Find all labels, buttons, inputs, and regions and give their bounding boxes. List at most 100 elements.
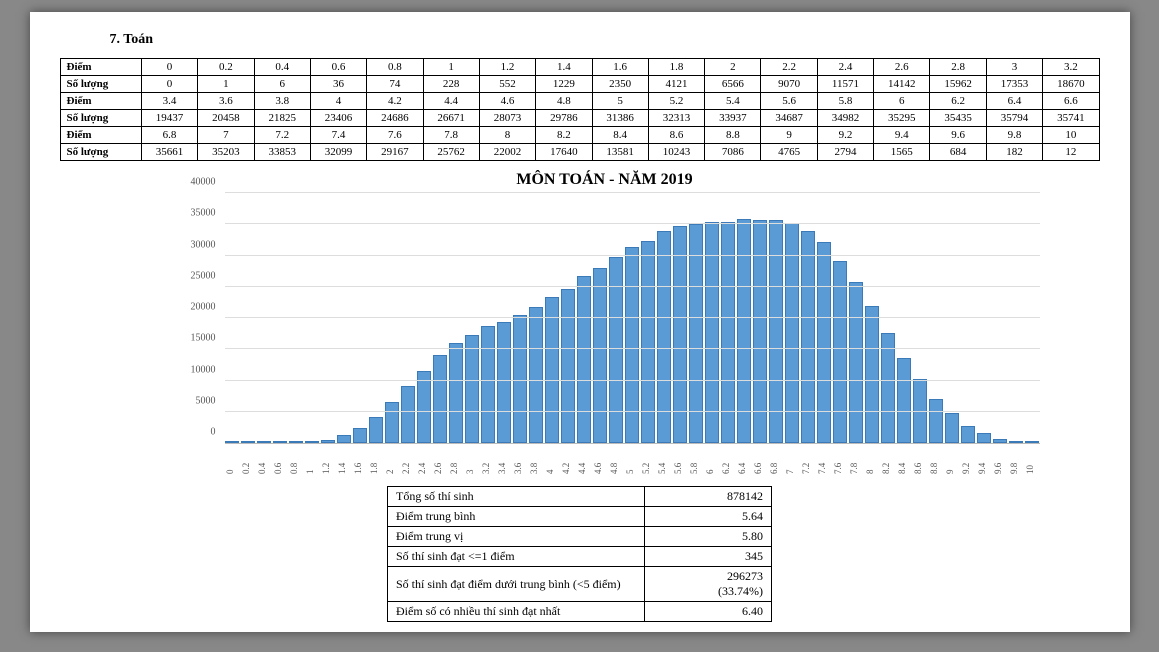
table-row-count: Số lượng35661352033385332099291672576222… (60, 144, 1099, 161)
count-cell: 21825 (254, 110, 310, 127)
chart-area: 0500010000150002000025000300003500040000… (170, 193, 1040, 474)
chart-x-tick-label: 5 (625, 444, 639, 474)
summary-row: Điểm trung bình5.64 (388, 507, 772, 527)
count-cell: 36 (310, 76, 366, 93)
chart-x-tick-label: 1 (305, 444, 319, 474)
table-row-count: Số lượng19437204582182523406246862667128… (60, 110, 1099, 127)
chart-x-tick-label: 7.6 (833, 444, 847, 474)
count-cell: 35203 (198, 144, 254, 161)
count-cell: 552 (479, 76, 535, 93)
score-cell: 4.6 (479, 93, 535, 110)
chart-bar (865, 306, 879, 444)
chart-bar (385, 402, 399, 443)
chart-gridline (225, 380, 1040, 381)
chart-x-tick-label: 10 (1025, 444, 1039, 474)
summary-value: 5.64 (645, 507, 772, 527)
count-cell: 28073 (479, 110, 535, 127)
score-cell: 2.4 (817, 59, 873, 76)
count-cell: 17640 (536, 144, 592, 161)
count-cell: 228 (423, 76, 479, 93)
chart-y-tick-label: 25000 (191, 270, 216, 281)
chart-bar (641, 241, 655, 443)
score-cell: 8.6 (648, 127, 704, 144)
count-cell: 20458 (198, 110, 254, 127)
row-header-count: Số lượng (60, 76, 141, 93)
count-cell: 26671 (423, 110, 479, 127)
chart-x-tick-label: 4.8 (609, 444, 623, 474)
chart-x-tick-label: 4.4 (577, 444, 591, 474)
score-cell: 8.2 (536, 127, 592, 144)
score-cell: 3.6 (198, 93, 254, 110)
count-cell: 32099 (310, 144, 366, 161)
chart-x-tick-label: 7.2 (801, 444, 815, 474)
table-row-count: Số lượng01636742285521229235041216566907… (60, 76, 1099, 93)
score-cell: 0.8 (367, 59, 423, 76)
score-cell: 6.8 (141, 127, 197, 144)
score-cell: 3.4 (141, 93, 197, 110)
chart-x-tick-label: 3.6 (513, 444, 527, 474)
summary-value: 296273(33.74%) (645, 567, 772, 602)
chart-y-tick-label: 10000 (191, 364, 216, 375)
chart-x-tick-label: 0.4 (257, 444, 271, 474)
chart-x-tick-label: 1.2 (321, 444, 335, 474)
count-cell: 19437 (141, 110, 197, 127)
summary-label: Số thí sinh đạt <=1 điểm (388, 547, 645, 567)
count-cell: 13581 (592, 144, 648, 161)
chart-x-tick-label: 5.8 (689, 444, 703, 474)
summary-value: 878142 (645, 487, 772, 507)
count-cell: 35741 (1043, 110, 1099, 127)
chart-bar (369, 417, 383, 443)
chart-x-tick-label: 8 (865, 444, 879, 474)
chart-y-tick-label: 40000 (191, 177, 216, 188)
chart-x-tick-label: 4 (545, 444, 559, 474)
count-cell: 24686 (367, 110, 423, 127)
score-cell: 1.4 (536, 59, 592, 76)
score-cell: 7.4 (310, 127, 366, 144)
count-cell: 34982 (817, 110, 873, 127)
chart-bar (897, 358, 911, 443)
chart-bar (225, 441, 239, 443)
count-cell: 14142 (874, 76, 930, 93)
count-cell: 1229 (536, 76, 592, 93)
count-cell: 35661 (141, 144, 197, 161)
chart-x-tick-label: 0 (225, 444, 239, 474)
chart-x-tick-label: 2.4 (417, 444, 431, 474)
score-cell: 0.6 (310, 59, 366, 76)
count-cell: 2350 (592, 76, 648, 93)
chart-gridline (225, 192, 1040, 193)
count-cell: 74 (367, 76, 423, 93)
count-cell: 29167 (367, 144, 423, 161)
count-cell: 12 (1043, 144, 1099, 161)
chart-x-tick-label: 0.6 (273, 444, 287, 474)
chart-x-tick-label: 7 (785, 444, 799, 474)
table-row-score: Điểm3.43.63.844.24.44.64.855.25.45.65.86… (60, 93, 1099, 110)
chart-bar (241, 441, 255, 443)
chart-bar (593, 268, 607, 443)
chart-title: MÔN TOÁN - NĂM 2019 (170, 171, 1040, 189)
chart-x-tick-label: 8.2 (881, 444, 895, 474)
count-cell: 684 (930, 144, 986, 161)
chart-bar (929, 399, 943, 443)
chart-x-tick-label: 4.6 (593, 444, 607, 474)
score-cell: 2 (705, 59, 761, 76)
count-cell: 33853 (254, 144, 310, 161)
summary-label: Tổng số thí sinh (388, 487, 645, 507)
score-cell: 6.2 (930, 93, 986, 110)
score-cell: 4 (310, 93, 366, 110)
chart-x-tick-label: 7.8 (849, 444, 863, 474)
summary-row: Tổng số thí sinh878142 (388, 487, 772, 507)
count-cell: 11571 (817, 76, 873, 93)
score-cell: 2.6 (874, 59, 930, 76)
count-cell: 10243 (648, 144, 704, 161)
summary-row: Số thí sinh đạt điểm dưới trung bình (<5… (388, 567, 772, 602)
count-cell: 6566 (705, 76, 761, 93)
chart-y-tick-label: 35000 (191, 208, 216, 219)
score-cell: 7.8 (423, 127, 479, 144)
score-cell: 2.8 (930, 59, 986, 76)
chart-x-tick-label: 6.8 (769, 444, 783, 474)
frequency-table: Điểm00.20.40.60.811.21.41.61.822.22.42.6… (60, 58, 1100, 161)
chart-x-tick-label: 5.6 (673, 444, 687, 474)
count-cell: 23406 (310, 110, 366, 127)
chart-x-tick-label: 6.4 (737, 444, 751, 474)
score-cell: 8.8 (705, 127, 761, 144)
